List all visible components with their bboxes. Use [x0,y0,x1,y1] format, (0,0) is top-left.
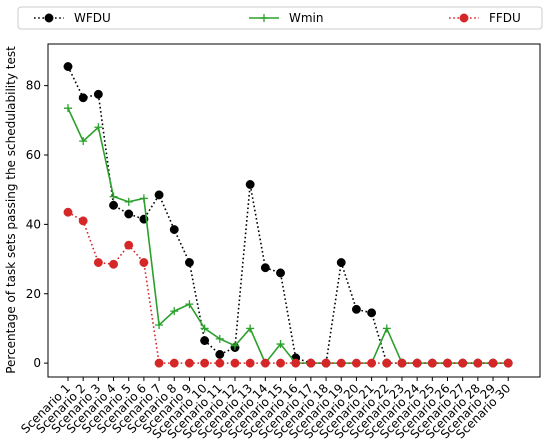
series-ffdu-point [184,358,194,368]
series-wmin-point [382,324,391,333]
series-wfdu-line [67,66,509,364]
legend-marker-wmin [260,14,268,22]
series-ffdu-point [351,358,361,368]
series-ffdu-point [458,358,468,368]
legend-label-ffdu: FFDU [489,11,521,25]
series-wfdu-point [200,336,210,346]
series-ffdu-point [169,358,179,368]
series-wfdu-point [124,209,134,219]
legend-item-wfdu: WFDU [34,11,111,25]
series-wmin-point [155,320,164,329]
series-ffdu-point [336,358,346,368]
series-ffdu-point [276,358,285,368]
series-wmin-point [246,324,255,333]
series-wfdu-point [276,268,285,278]
series-ffdu-point [291,358,301,368]
series-ffdu [63,207,513,368]
series-ffdu-point [306,358,316,368]
legend-marker-wfdu [44,13,54,23]
series-ffdu-point [109,259,118,269]
y-tick-label: 0 [33,356,41,370]
series-ffdu-point [230,358,240,368]
legend: WFDU Wmin FFDU [17,6,543,30]
series-wfdu-point [63,62,73,71]
series-ffdu-point [427,358,437,368]
legend-item-ffdu: FFDU [449,11,521,25]
series-wmin-point [94,123,103,132]
series-ffdu-point [367,358,377,368]
series-ffdu-point [397,358,407,368]
series-ffdu-point [139,258,149,267]
plot-area [47,43,541,378]
series-ffdu-point [260,358,270,368]
series-layer [63,62,513,368]
y-axis-label: Percentage of task sets passing the sche… [4,46,18,374]
series-ffdu-point [321,358,331,368]
series-wfdu-point [93,89,103,99]
series-ffdu-point [473,358,483,368]
series-wmin-point [230,341,239,350]
y-tick-label: 40 [26,217,41,231]
series-ffdu-point [503,358,513,368]
series-wfdu-point [154,190,164,200]
series-ffdu-point [200,358,210,368]
series-ffdu-line [67,211,509,364]
legend-item-wmin: Wmin [249,11,324,25]
y-tick-label: 80 [26,79,41,93]
series-wmin-point [215,334,224,343]
series-ffdu-point [443,358,452,368]
series-wmin [64,104,513,368]
series-wfdu-point [169,225,179,235]
legend-label-wmin: Wmin [289,11,324,25]
series-wfdu-point [336,258,346,267]
series-ffdu-point [488,358,498,368]
series-wmin-point [170,307,179,316]
legend-label-wfdu: WFDU [74,11,111,25]
series-wfdu-point [109,200,118,210]
series-wfdu-point [215,350,225,359]
series-wfdu [63,62,513,368]
legend-frame [17,6,543,30]
series-wmin-point [139,194,148,203]
series-wmin-point [124,197,133,206]
series-wfdu-point [260,263,270,273]
series-wmin-line [67,107,509,365]
series-wfdu-point [367,308,377,318]
series-ffdu-point [93,258,103,267]
series-wmin-point [64,104,72,113]
series-wmin-point [185,300,194,309]
legend-marker-ffdu [459,13,469,23]
series-wfdu-point [184,258,194,267]
series-ffdu-point [215,358,225,368]
series-ffdu-point [382,358,392,368]
series-wmin-point [200,324,209,333]
series-wmin-point [79,137,88,146]
series-wmin-point [276,340,285,349]
series-wfdu-point [245,180,255,189]
series-ffdu-point [245,358,255,368]
series-wfdu-point [78,93,88,103]
series-wmin-point [109,192,118,201]
series-ffdu-point [78,216,88,226]
series-ffdu-point [124,240,134,250]
y-axis: 0 20 40 60 80 [26,79,48,370]
series-ffdu-point [154,358,164,368]
y-tick-label: 60 [26,148,41,162]
series-ffdu-point [63,207,73,217]
series-wfdu-point [351,304,361,314]
series-ffdu-point [412,358,422,368]
y-tick-label: 20 [26,287,41,301]
